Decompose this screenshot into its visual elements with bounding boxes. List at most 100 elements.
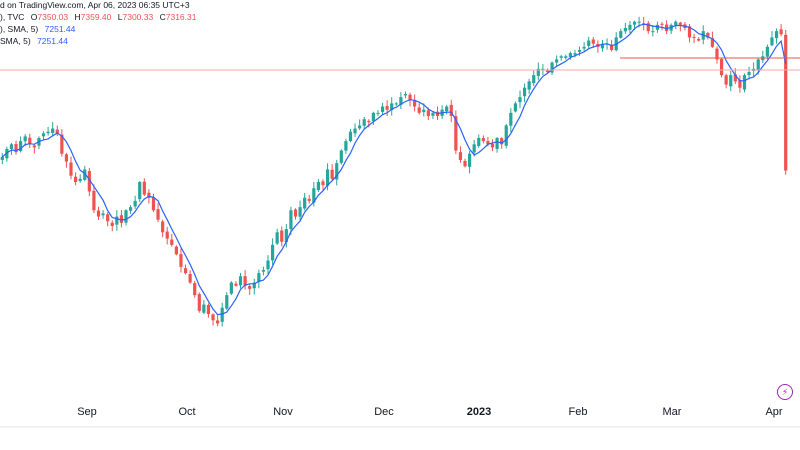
candle-down bbox=[280, 230, 284, 242]
candle-down bbox=[106, 214, 110, 222]
candle-up bbox=[637, 21, 641, 23]
candle-down bbox=[60, 134, 64, 154]
candle-down bbox=[330, 169, 334, 179]
candle-up bbox=[284, 229, 288, 243]
x-tick-label: Nov bbox=[273, 406, 293, 418]
ohlc-low: L7300.33 bbox=[117, 12, 154, 22]
candle-down bbox=[216, 320, 220, 324]
candle-down bbox=[664, 24, 669, 32]
candle-up bbox=[504, 125, 508, 146]
x-tick-label: Sep bbox=[77, 406, 97, 418]
candle-down bbox=[151, 197, 156, 211]
candle-down bbox=[188, 273, 192, 283]
candle-down bbox=[248, 286, 252, 289]
candle-down bbox=[408, 94, 412, 101]
candle-up bbox=[532, 75, 536, 84]
x-tick-label: Dec bbox=[374, 406, 394, 418]
candle-down bbox=[161, 221, 165, 233]
candle-down bbox=[156, 209, 160, 220]
lightning-icon[interactable]: ⚡ bbox=[777, 384, 793, 400]
candle-up bbox=[225, 295, 229, 309]
published-line: d on TradingView.com, Apr 06, 2023 06:35… bbox=[0, 0, 190, 10]
candle-down bbox=[591, 39, 595, 44]
sma-legend-row-1[interactable]: ), SMA, 5) 7251.44 bbox=[0, 24, 196, 36]
sma-value: 7251.44 bbox=[44, 24, 76, 34]
sma-legend-row-2[interactable]: SMA, 5) 7251.44 bbox=[0, 36, 196, 48]
candle-up bbox=[564, 56, 568, 58]
candle-down bbox=[724, 75, 728, 85]
candle-up bbox=[101, 213, 105, 216]
candle-up bbox=[252, 282, 256, 289]
candle-up bbox=[303, 197, 307, 209]
candle-down bbox=[293, 209, 298, 217]
candle-down bbox=[69, 162, 73, 176]
symbol-suffix: ), TVC bbox=[0, 12, 25, 22]
candle-up bbox=[41, 133, 46, 137]
candle-up bbox=[115, 216, 119, 225]
candle-down bbox=[610, 44, 614, 50]
candle-down bbox=[92, 190, 96, 211]
ohlc-line: ), TVC O7350.03 H7359.40 L7300.33 C7316.… bbox=[0, 12, 196, 24]
candle-up bbox=[0, 156, 4, 160]
candle-up bbox=[316, 182, 321, 191]
candle-up bbox=[509, 112, 513, 126]
candle-up bbox=[362, 119, 366, 126]
candle-up bbox=[394, 103, 398, 105]
sma-label: ), SMA, 5) bbox=[0, 24, 39, 34]
candle-up bbox=[128, 207, 133, 211]
candle-down bbox=[454, 116, 458, 151]
candle-down bbox=[64, 154, 69, 162]
candle-down bbox=[28, 137, 32, 145]
candle-up bbox=[220, 307, 224, 322]
candle-down bbox=[321, 181, 325, 186]
sma-label: SMA, 5) bbox=[0, 36, 31, 46]
candle-down bbox=[211, 314, 215, 321]
candle-down bbox=[170, 239, 174, 245]
candle-down bbox=[449, 104, 453, 116]
candle-up bbox=[632, 21, 637, 25]
candle-down bbox=[55, 129, 59, 134]
candle-down bbox=[719, 59, 724, 76]
x-tick-label: Feb bbox=[568, 406, 588, 418]
candle-up bbox=[335, 163, 339, 180]
chart-legend: d on TradingView.com, Apr 06, 2023 06:35… bbox=[0, 0, 196, 48]
candle-up bbox=[353, 128, 357, 134]
candle-down bbox=[646, 23, 650, 32]
x-tick-label: Apr bbox=[765, 406, 783, 418]
candle-down bbox=[96, 210, 101, 217]
candle-down bbox=[692, 36, 696, 38]
candle-up bbox=[275, 232, 279, 244]
candle-down bbox=[784, 34, 788, 171]
candle-up bbox=[19, 141, 23, 152]
candle-up bbox=[325, 169, 330, 186]
x-tick-label: Oct bbox=[178, 406, 196, 418]
candle-up bbox=[765, 46, 769, 57]
candle-down bbox=[413, 99, 417, 107]
candle-up bbox=[46, 131, 50, 134]
candle-up bbox=[390, 103, 394, 111]
candle-up bbox=[582, 46, 586, 49]
candle-up bbox=[83, 169, 87, 180]
candle-up bbox=[518, 97, 522, 103]
candle-up bbox=[344, 141, 348, 151]
candle-up bbox=[298, 207, 302, 217]
candle-up bbox=[587, 40, 591, 46]
candle-down bbox=[660, 23, 664, 25]
candle-up bbox=[747, 72, 751, 76]
x-tick-label: Mar bbox=[662, 406, 682, 418]
candle-up bbox=[358, 125, 362, 129]
candle-down bbox=[234, 283, 238, 286]
candle-down bbox=[174, 246, 178, 255]
candle-down bbox=[87, 171, 91, 192]
candle-up bbox=[756, 59, 760, 70]
candle-down bbox=[545, 70, 550, 72]
candle-down bbox=[710, 38, 715, 47]
candle-up bbox=[51, 128, 55, 133]
candle-up bbox=[550, 62, 554, 73]
candle-up bbox=[513, 103, 518, 112]
sma-value: 7251.44 bbox=[37, 36, 68, 46]
candle-up bbox=[445, 106, 449, 112]
candle-down bbox=[490, 143, 495, 148]
